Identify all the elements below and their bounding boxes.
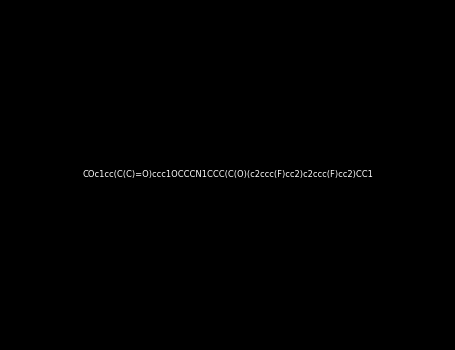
Text: COc1cc(C(C)=O)ccc1OCCCN1CCC(C(O)(c2ccc(F)cc2)c2ccc(F)cc2)CC1: COc1cc(C(C)=O)ccc1OCCCN1CCC(C(O)(c2ccc(F… (82, 170, 373, 180)
